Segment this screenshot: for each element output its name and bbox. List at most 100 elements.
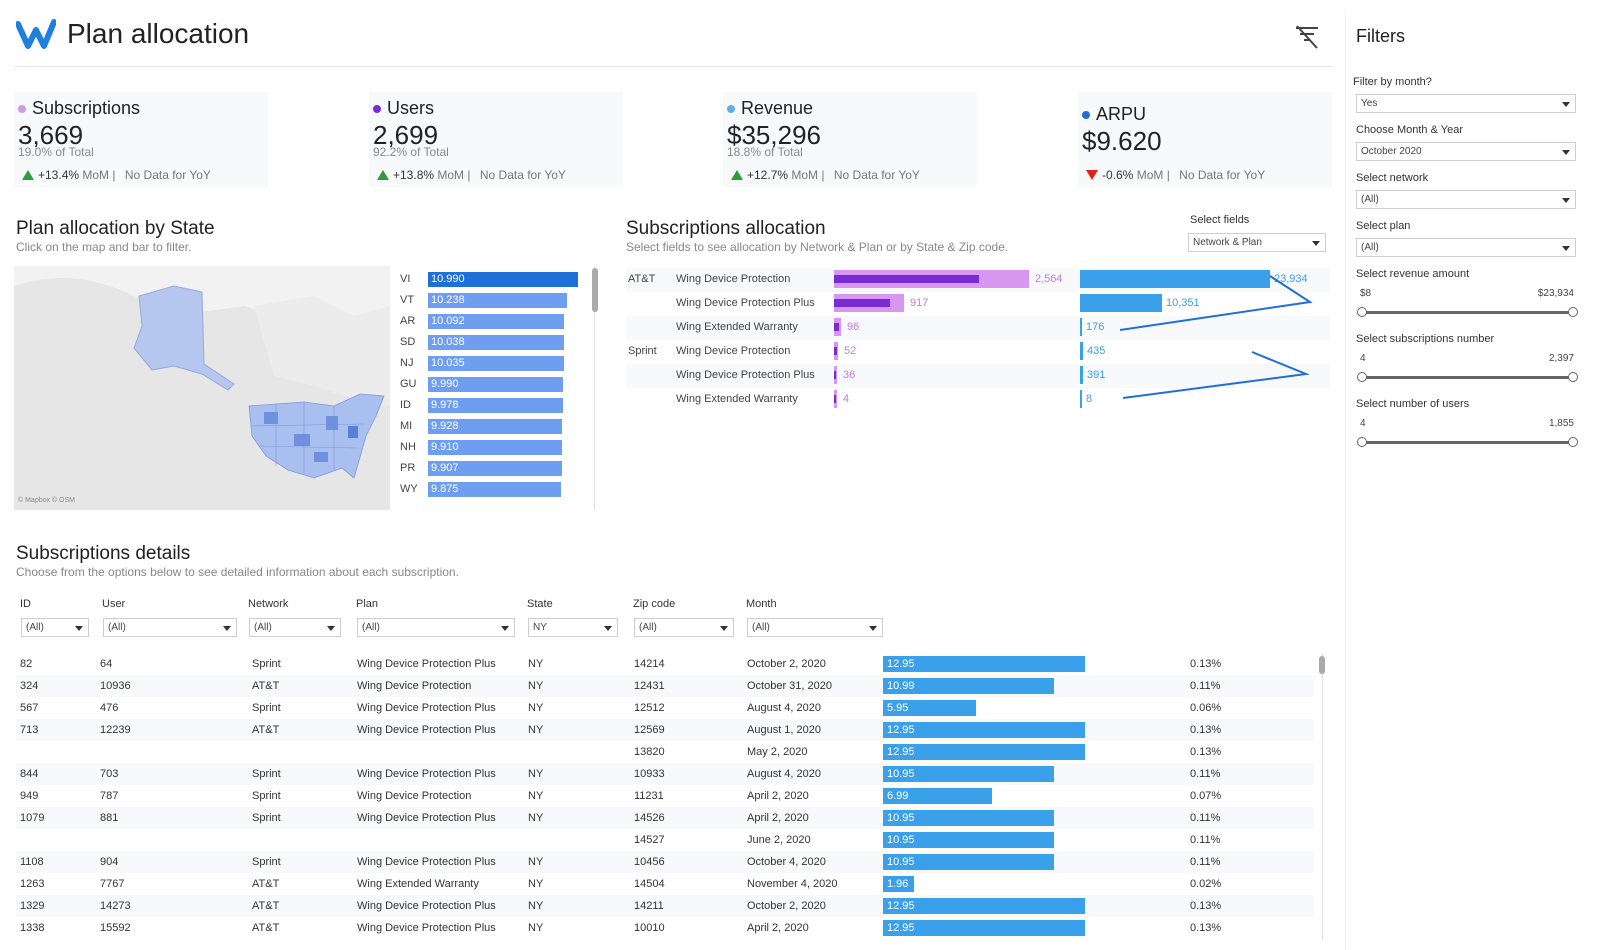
state-scrollbar[interactable]	[592, 268, 598, 312]
revenue-bar[interactable]	[1080, 318, 1082, 336]
table-row[interactable]: 1079 881 Sprint Wing Device Protection Plus…	[16, 807, 1314, 829]
filter-dropdown[interactable]: Yes	[1356, 94, 1576, 113]
table-row[interactable]: 713 12239 AT&T Wing Device Protection Plus N…	[16, 719, 1314, 741]
amount-bar[interactable]: 1.96	[883, 876, 914, 892]
slider-max-handle[interactable]	[1568, 372, 1578, 382]
users-bar[interactable]	[834, 371, 836, 379]
users-bar[interactable]	[834, 299, 890, 307]
filter-value: Yes	[1361, 98, 1378, 109]
amount-bar[interactable]: 10.95	[883, 854, 1054, 870]
revenue-bar[interactable]	[1080, 342, 1083, 360]
state-bar[interactable]: 9.990	[428, 377, 563, 392]
table-row[interactable]: 324 10936 AT&T Wing Device Protection NY 1243…	[16, 675, 1314, 697]
column-filter-dropdown[interactable]: (All)	[103, 618, 237, 637]
kpi-label-text: Revenue	[741, 98, 814, 118]
kpi-yoy: No Data for YoY	[479, 168, 566, 182]
slider-label: Select revenue amount	[1356, 268, 1470, 280]
kpi-dot-icon	[18, 105, 26, 114]
cell-user: 7767	[100, 878, 125, 890]
us-map[interactable]: © Mapbox © OSM	[14, 266, 390, 510]
kpi-trend: +13.4% MoM | No Data for YoY	[22, 168, 211, 182]
state-bar[interactable]: 10.038	[428, 335, 564, 350]
users-bar[interactable]	[834, 347, 837, 355]
cell-plan: Wing Device Protection Plus	[357, 812, 496, 824]
state-bar[interactable]: 10.035	[428, 356, 564, 371]
state-bar[interactable]: 9.875	[428, 482, 561, 497]
amount-bar[interactable]: 6.99	[883, 788, 992, 804]
allocation-row[interactable]: AT&T Wing Device Protection 2,564 23,934	[626, 268, 1330, 292]
select-fields-dropdown[interactable]: Network & Plan	[1188, 233, 1326, 252]
table-row[interactable]: 844 703 Sprint Wing Device Protection Plus N…	[16, 763, 1314, 785]
cell-month: August 4, 2020	[747, 702, 822, 714]
table-row[interactable]: 567 476 Sprint Wing Device Protection Plus N…	[16, 697, 1314, 719]
users-bar[interactable]	[834, 275, 979, 283]
slider-min-handle[interactable]	[1357, 437, 1367, 447]
state-bar[interactable]: 10.238	[428, 293, 567, 308]
table-row[interactable]: 1338 15592 AT&T Wing Device Protection Plus…	[16, 917, 1314, 939]
slider-min: 4	[1360, 418, 1366, 429]
cell-user: 787	[100, 790, 119, 802]
table-row[interactable]: 82 64 Sprint Wing Device Protection Plus NY 1…	[16, 653, 1314, 675]
revenue-bar[interactable]	[1080, 390, 1082, 408]
column-header: ID	[20, 598, 31, 610]
column-filter-dropdown[interactable]: (All)	[249, 618, 341, 637]
amount-bar[interactable]: 12.95	[883, 744, 1085, 760]
column-filter-dropdown[interactable]: (All)	[357, 618, 515, 637]
allocation-row[interactable]: Wing Extended Warranty 4 8	[626, 388, 1330, 412]
header-divider	[14, 66, 1332, 67]
users-bar[interactable]	[834, 395, 836, 403]
slider-max-handle[interactable]	[1568, 307, 1578, 317]
revenue-bar[interactable]	[1080, 294, 1162, 312]
slider-track[interactable]	[1362, 441, 1572, 444]
table-row[interactable]: 949 787 Sprint Wing Device Protection NY 1123…	[16, 785, 1314, 807]
table-row[interactable]: 13820 May 2, 2020 12.95 0.13%	[16, 741, 1314, 763]
details-scrollbar[interactable]	[1319, 656, 1325, 674]
amount-bar[interactable]: 10.95	[883, 832, 1054, 848]
filter-dropdown[interactable]: (All)	[1356, 238, 1576, 257]
amount-bar[interactable]: 5.95	[883, 700, 976, 716]
column-filter-dropdown[interactable]: NY	[528, 618, 618, 637]
slider-min-handle[interactable]	[1357, 372, 1367, 382]
filter-dropdown[interactable]: October 2020	[1356, 142, 1576, 161]
cell-zip: 14214	[634, 658, 665, 670]
state-bar[interactable]: 9.978	[428, 398, 563, 413]
amount-bar[interactable]: 10.95	[883, 810, 1054, 826]
column-filter-dropdown[interactable]: (All)	[747, 618, 883, 637]
column-filter-dropdown[interactable]: (All)	[634, 618, 734, 637]
state-bar[interactable]: 9.910	[428, 440, 562, 455]
cell-network: AT&T	[252, 878, 280, 890]
allocation-row[interactable]: Wing Device Protection Plus 917 10,351	[626, 292, 1330, 316]
state-bar[interactable]: 9.928	[428, 419, 562, 434]
table-row[interactable]: 14527 June 2, 2020 10.95 0.11%	[16, 829, 1314, 851]
revenue-bar[interactable]	[1080, 366, 1083, 384]
table-row[interactable]: 1329 14273 AT&T Wing Device Protection Plus…	[16, 895, 1314, 917]
filter-label: Select network	[1356, 172, 1429, 184]
filter-dropdown[interactable]: (All)	[1356, 190, 1576, 209]
amount-bar[interactable]: 12.95	[883, 722, 1085, 738]
slider-min-handle[interactable]	[1357, 307, 1367, 317]
amount-bar[interactable]: 12.95	[883, 656, 1085, 672]
revenue-bar[interactable]	[1080, 270, 1270, 288]
kpi-yoy: No Data for YoY	[1179, 168, 1266, 182]
amount-bar[interactable]: 12.95	[883, 920, 1085, 936]
allocation-row[interactable]: Sprint Wing Device Protection 52 435	[626, 340, 1330, 364]
state-bar[interactable]: 9.907	[428, 461, 562, 476]
table-row[interactable]: 1108 904 Sprint Wing Device Protection Plus…	[16, 851, 1314, 873]
allocation-row[interactable]: Wing Extended Warranty 96 176	[626, 316, 1330, 340]
users-bar[interactable]	[834, 323, 839, 331]
state-bar[interactable]: 10.990	[428, 272, 578, 287]
kpi-label: Revenue	[727, 98, 813, 119]
amount-bar[interactable]: 12.95	[883, 898, 1085, 914]
amount-bar[interactable]: 10.95	[883, 766, 1054, 782]
slider-track[interactable]	[1362, 311, 1572, 314]
select-fields-value: Network & Plan	[1193, 237, 1262, 248]
amount-bar[interactable]: 10.99	[883, 678, 1054, 694]
slider-max-handle[interactable]	[1568, 437, 1578, 447]
column-filter-dropdown[interactable]: (All)	[21, 618, 89, 637]
table-row[interactable]: 1263 7767 AT&T Wing Extended Warranty NY 1450…	[16, 873, 1314, 895]
slider-track[interactable]	[1362, 376, 1572, 379]
state-bar[interactable]: 10.092	[428, 314, 564, 329]
allocation-row[interactable]: Wing Device Protection Plus 36 391	[626, 364, 1330, 388]
clear-filter-icon[interactable]	[1294, 24, 1320, 50]
kpi-mom-suffix: MoM |	[791, 168, 825, 182]
